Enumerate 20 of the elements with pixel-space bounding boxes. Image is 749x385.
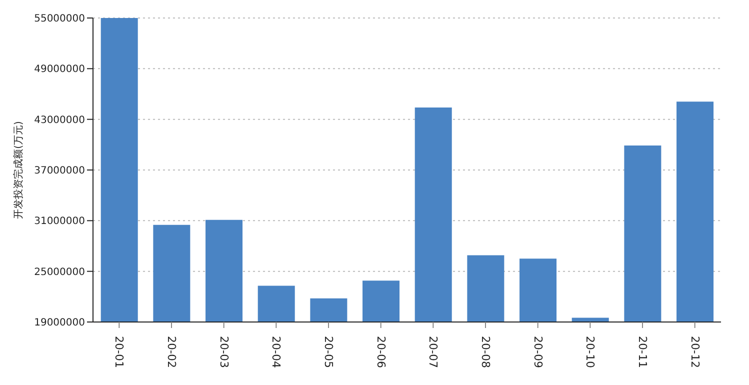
x-tick-label: 20-10: [584, 336, 597, 368]
y-tick-label: 19000000: [34, 318, 85, 329]
y-tick-label: 25000000: [34, 266, 85, 278]
x-tick-label: 20-08: [479, 336, 492, 368]
x-tick-label: 20-06: [374, 336, 388, 368]
y-tick-label: 37000000: [34, 166, 85, 177]
x-tick-label: 20-07: [426, 336, 440, 368]
x-tick-label: 20-02: [165, 336, 178, 368]
y-tick-label: 55000000: [34, 14, 85, 25]
y-axis-title: 开发投资完成额(万元): [12, 121, 25, 219]
x-tick-label: 20-04: [270, 336, 283, 368]
y-tick-label: 43000000: [34, 114, 85, 126]
x-tick-label: 20-05: [322, 336, 335, 368]
y-tick-label: 31000000: [34, 216, 85, 228]
x-tick-label: 20-11: [636, 336, 649, 368]
x-tick-label: 20-01: [112, 336, 126, 368]
x-tick-label: 20-12: [688, 336, 702, 368]
x-tick-label: 20-09: [531, 336, 544, 368]
y-tick-label: 49000000: [34, 64, 85, 76]
x-tick-label: 20-03: [217, 336, 230, 368]
